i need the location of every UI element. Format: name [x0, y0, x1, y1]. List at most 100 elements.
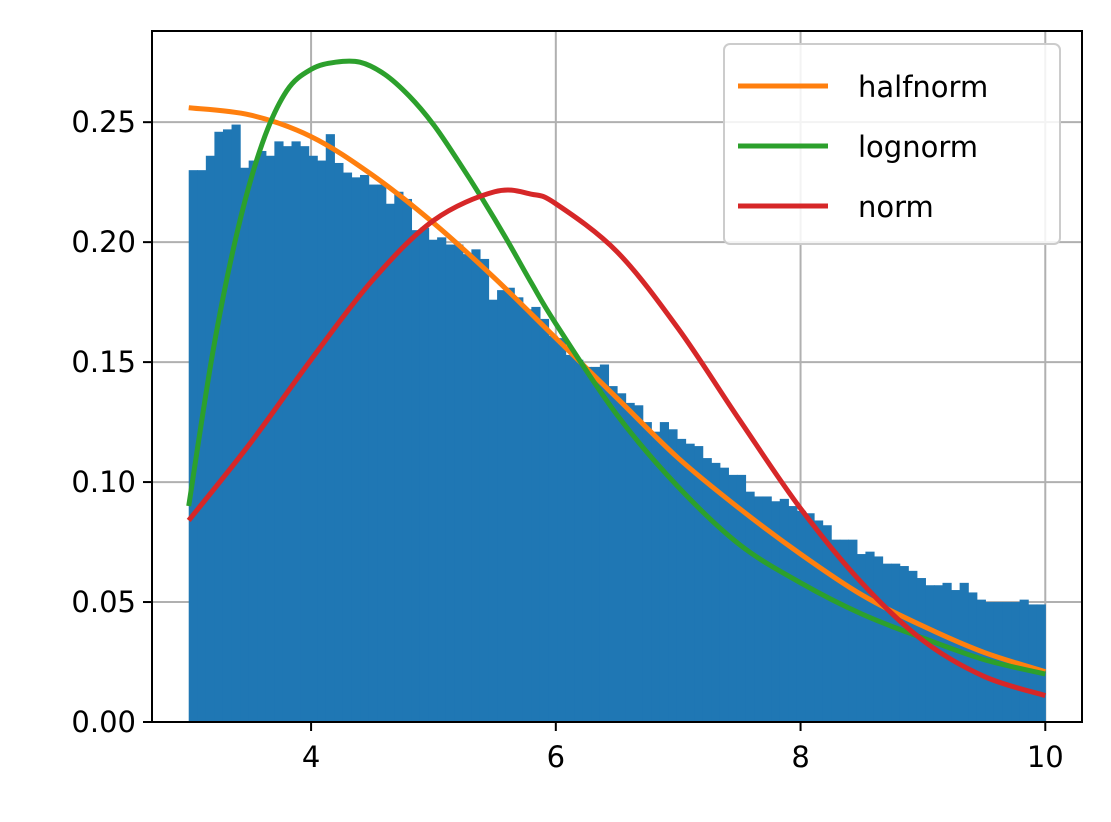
histogram-bar	[694, 446, 704, 722]
histogram-bar	[411, 230, 421, 722]
histogram-bar	[274, 141, 284, 723]
histogram-bar	[231, 124, 241, 722]
histogram-bars	[188, 124, 1046, 723]
histogram-bar	[342, 172, 353, 722]
histogram-bar	[599, 364, 610, 722]
histogram-bar	[197, 170, 207, 722]
fit-curves	[186, 58, 1047, 698]
histogram-bar	[291, 141, 301, 723]
histogram-bar	[1019, 599, 1029, 722]
histogram-bar	[625, 402, 635, 722]
histogram-bar	[634, 405, 644, 722]
histogram-bar	[282, 146, 293, 722]
histogram-bar	[788, 506, 798, 722]
histogram-bar	[462, 254, 472, 722]
y-tick-label: 0.10	[71, 465, 136, 499]
histogram-bar	[505, 287, 515, 722]
histogram-bar	[831, 539, 841, 722]
histogram-bar	[522, 309, 532, 722]
histogram-bar	[591, 366, 601, 722]
histogram-bar	[925, 585, 935, 722]
histogram-bar	[702, 458, 712, 722]
histogram-bar	[428, 239, 438, 723]
legend-label-lognorm: lognorm	[858, 130, 978, 164]
plot-frame	[151, 30, 1083, 723]
histogram-bar	[865, 551, 875, 722]
y-tick-label: 0.15	[71, 345, 136, 379]
y-tick-label: 0.00	[71, 705, 136, 739]
histogram-bar	[1036, 604, 1046, 722]
histogram-bar	[419, 227, 430, 723]
histogram-bar	[360, 174, 370, 723]
histogram-bar	[822, 525, 832, 722]
histogram-bar	[454, 244, 464, 722]
histogram-bar	[265, 155, 275, 722]
histogram-bar	[873, 556, 884, 722]
legend-box	[723, 43, 1061, 245]
y-tick-label: 0.05	[71, 585, 136, 619]
histogram-bar	[514, 297, 524, 722]
histogram-bar	[617, 393, 627, 722]
histogram-bar	[745, 491, 755, 722]
histogram-bar	[471, 249, 481, 723]
histogram-bar	[548, 335, 558, 722]
histogram-bar	[728, 474, 738, 722]
histogram-bar	[317, 160, 327, 722]
histogram-bar	[839, 539, 849, 722]
x-tick-label: 6	[547, 740, 565, 774]
axis-ticks: 4 6 8 10 0.00 0.05 0.10 0.15 0.20 0.25	[71, 105, 1063, 774]
histogram-bar	[736, 474, 747, 722]
x-tick-label: 8	[791, 740, 809, 774]
series-line-norm	[186, 187, 1047, 698]
histogram-bar	[479, 258, 490, 722]
x-tick-label: 10	[1027, 740, 1064, 774]
series-line-halfnorm	[188, 105, 1047, 675]
histogram-bar	[754, 496, 764, 722]
histogram-bar	[814, 520, 824, 722]
histogram-bar	[676, 438, 687, 722]
histogram-bar	[557, 338, 567, 722]
histogram-bar	[402, 198, 413, 722]
histogram-bar	[891, 563, 901, 722]
histogram-bar	[848, 539, 858, 722]
histogram-bar	[771, 501, 781, 722]
histogram-bar	[222, 129, 233, 722]
histogram-bar	[351, 177, 361, 722]
histogram-bar	[899, 566, 909, 722]
histogram-bar	[188, 170, 198, 722]
histogram-bar	[908, 570, 918, 722]
histogram-bar	[334, 162, 344, 723]
histogram-bar	[394, 191, 404, 722]
histogram-bar	[445, 244, 455, 722]
histogram-bar	[368, 184, 378, 723]
histogram-bar	[385, 203, 395, 722]
histogram-bar	[796, 510, 807, 722]
histogram-bar	[1028, 604, 1038, 722]
histogram-bar	[539, 318, 550, 722]
histogram-bar	[214, 131, 224, 723]
histogram-bar	[805, 513, 815, 722]
histogram-bar	[856, 554, 867, 722]
legend-label-norm: norm	[858, 190, 934, 224]
histogram-bar	[685, 443, 695, 722]
histogram-bar	[325, 134, 335, 722]
histogram-bar	[779, 498, 789, 722]
histogram-bar	[916, 578, 926, 722]
histogram-bar	[651, 431, 661, 722]
histogram-bar	[642, 422, 652, 722]
histogram-bar	[882, 563, 892, 722]
histogram-bar	[377, 184, 387, 723]
histogram-bar	[942, 582, 952, 722]
histogram-bar	[300, 146, 310, 722]
histogram-bar	[608, 386, 618, 722]
x-tick-label: 4	[302, 740, 320, 774]
histogram-bar	[531, 306, 541, 722]
histogram-bar	[659, 422, 669, 722]
histogram-bar	[582, 366, 592, 722]
legend-label-halfnorm: halfnorm	[858, 70, 988, 104]
histogram-bar	[719, 467, 729, 722]
histogram-bar	[951, 590, 961, 722]
y-tick-label: 0.20	[71, 225, 136, 259]
histogram-bar	[240, 167, 250, 722]
histogram-bar	[574, 359, 584, 722]
